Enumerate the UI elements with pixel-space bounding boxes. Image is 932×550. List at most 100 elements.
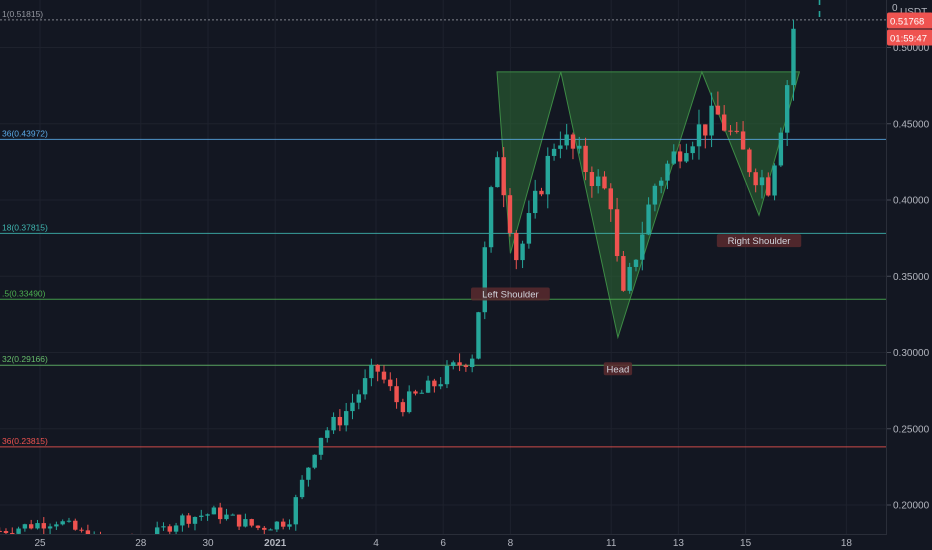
- candle-body: [772, 165, 777, 196]
- candle-body: [495, 157, 500, 188]
- time-tick-label: 28: [135, 538, 147, 549]
- candle-body: [268, 529, 273, 531]
- candle-body: [350, 402, 355, 412]
- candle-body: [318, 437, 324, 455]
- price-candles: [0, 19, 796, 550]
- price-axis-top-label: 0: [892, 3, 898, 14]
- fib-label: .5(0.33490): [2, 288, 46, 298]
- candle-body: [362, 378, 368, 395]
- candle-body: [583, 145, 588, 173]
- candle-body: [791, 28, 796, 86]
- candle-body: [640, 234, 645, 260]
- candle-body: [526, 213, 532, 244]
- pattern-label-bg: [471, 287, 550, 301]
- candle-body: [406, 391, 412, 413]
- candle-body: [778, 132, 784, 166]
- price-tags: 0.51768 01:59:47: [887, 12, 932, 46]
- candle-body: [230, 514, 235, 516]
- candle-body: [570, 134, 576, 149]
- candle-body: [217, 507, 223, 520]
- candle-body: [671, 151, 676, 164]
- candle-body: [356, 394, 361, 403]
- pattern-label: Left Shoulder: [482, 290, 539, 301]
- candle-body: [293, 497, 298, 525]
- candle-body: [665, 163, 670, 181]
- time-axis[interactable]: 25 28 30 2021 4 6 8 11 13 15 18: [0, 534, 887, 550]
- time-tick-label: 13: [673, 538, 685, 549]
- candle-body: [236, 514, 242, 527]
- candle-body: [375, 364, 380, 372]
- candle-body: [646, 204, 651, 235]
- candle-body: [211, 507, 217, 515]
- candle-body: [633, 259, 639, 267]
- fib-label: 36(0.23815): [2, 436, 48, 446]
- candle-body: [488, 187, 494, 248]
- time-tick-label: 4: [373, 538, 379, 549]
- candle-body: [167, 526, 172, 532]
- candle-body: [274, 521, 280, 530]
- candle-body: [287, 524, 292, 527]
- candle-body: [400, 402, 406, 413]
- candle-body: [514, 232, 519, 261]
- candle-body: [180, 515, 185, 526]
- fib-label: 18(0.37815): [2, 222, 48, 232]
- candle-body: [425, 380, 431, 393]
- candle-body: [161, 526, 166, 528]
- candle-body: [394, 386, 399, 403]
- candle-body: [35, 523, 40, 529]
- candle-body: [224, 514, 229, 520]
- price-tick-label: 0.50000: [893, 43, 930, 54]
- time-tick-label: 8: [508, 538, 514, 549]
- candle-body: [438, 384, 443, 387]
- price-axis[interactable]: 0 USDT 0.20000 0.25000 0.30000 0.35000 0.40000…: [887, 0, 932, 550]
- candle-body: [766, 177, 771, 196]
- candle-body: [381, 371, 387, 380]
- candle-body: [388, 379, 393, 387]
- price-tick-label: 0.35000: [893, 272, 930, 283]
- price-tick-label: 0.20000: [893, 501, 930, 512]
- candle-body: [79, 529, 84, 531]
- candle-body: [577, 145, 582, 149]
- candle-body: [47, 526, 53, 529]
- candle-body: [262, 527, 267, 530]
- candle-body: [299, 479, 305, 498]
- candle-body: [331, 416, 336, 431]
- candle-body: [784, 85, 790, 133]
- candle-body: [696, 124, 702, 147]
- pattern-label: Right Shoulder: [728, 236, 791, 247]
- price-tick-label: 0.40000: [893, 196, 930, 207]
- candle-body: [658, 180, 664, 186]
- candle-body: [186, 515, 191, 524]
- candle-body: [243, 519, 248, 527]
- candle-body: [614, 209, 620, 257]
- candle-body: [255, 525, 261, 528]
- candle-body: [192, 516, 198, 524]
- candle-body: [532, 190, 538, 214]
- time-axis-bg: [0, 534, 887, 550]
- candle-body: [463, 365, 469, 368]
- candle-body: [684, 153, 689, 162]
- price-axis-bg: [887, 0, 932, 550]
- candle-body: [539, 190, 544, 195]
- time-tick-label: 2021: [264, 538, 287, 549]
- candle-body: [16, 528, 21, 534]
- candle-body: [457, 362, 462, 366]
- candle-body: [60, 521, 65, 525]
- time-tick-label: 15: [740, 538, 752, 549]
- countdown-tag: [887, 29, 932, 46]
- candle-body: [589, 172, 595, 187]
- candle-body: [740, 131, 746, 150]
- candle-body: [602, 176, 607, 189]
- fibonacci-levels: 18(0.74464)1(0.51815)36(0.43972)18(0.378…: [0, 9, 886, 448]
- last-price-tag: [887, 12, 932, 29]
- candle-body: [728, 130, 733, 132]
- candle-body: [451, 362, 456, 366]
- candle-body: [432, 380, 437, 387]
- candle-body: [10, 532, 15, 534]
- time-tick-label: 11: [606, 538, 617, 549]
- time-tick-label: 6: [440, 538, 446, 549]
- candle-body: [54, 524, 59, 527]
- candle-body: [3, 531, 9, 533]
- candle-body: [154, 527, 160, 540]
